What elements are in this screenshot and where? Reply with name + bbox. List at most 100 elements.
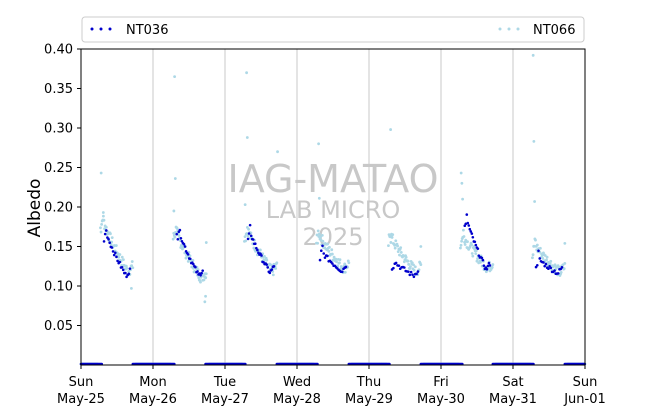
point <box>204 276 208 280</box>
legend-dot <box>90 27 94 31</box>
point <box>392 266 395 270</box>
point <box>469 230 473 233</box>
point <box>460 239 464 243</box>
point <box>188 257 192 261</box>
point <box>255 246 258 250</box>
x-tick-date-4: May-29 <box>345 392 393 407</box>
y-tick-label-1: 0.10 <box>44 280 73 295</box>
point <box>466 221 470 225</box>
y-tick-label-3: 0.20 <box>44 201 73 216</box>
x-tick-day-5: Fri <box>433 375 449 390</box>
x-tick-day-0: Sun <box>69 375 94 390</box>
point <box>177 234 181 237</box>
point <box>246 237 250 241</box>
point <box>258 248 262 252</box>
point <box>393 246 397 250</box>
point <box>322 252 326 255</box>
point <box>201 269 204 272</box>
point <box>556 272 560 275</box>
point <box>470 243 474 247</box>
point <box>463 243 467 246</box>
point <box>471 254 475 258</box>
point <box>249 234 253 238</box>
point-outlier <box>419 245 423 248</box>
y-tick-label-6: 0.35 <box>44 82 73 97</box>
point <box>332 255 336 259</box>
x-tick-date-3: May-28 <box>273 392 321 407</box>
point <box>186 253 190 256</box>
point <box>326 242 330 246</box>
point <box>562 267 566 271</box>
point <box>175 232 179 236</box>
point <box>538 257 542 260</box>
point <box>334 257 338 261</box>
point <box>335 260 338 264</box>
point <box>100 222 104 226</box>
point <box>549 259 553 263</box>
point <box>343 270 347 274</box>
point <box>338 261 341 265</box>
point <box>344 265 348 269</box>
point <box>548 262 552 266</box>
point <box>328 245 331 249</box>
point <box>399 246 403 249</box>
point <box>394 239 398 243</box>
point <box>173 235 177 239</box>
point <box>191 258 195 262</box>
point <box>480 256 484 260</box>
point <box>112 253 116 257</box>
point <box>403 266 406 269</box>
point <box>396 244 400 248</box>
point <box>320 233 324 237</box>
point-outlier <box>99 171 103 175</box>
point <box>130 264 134 268</box>
point <box>110 236 114 240</box>
point <box>553 263 557 267</box>
point <box>114 251 117 255</box>
point <box>109 232 112 236</box>
point <box>247 232 251 235</box>
point <box>459 246 462 250</box>
x-tick-date-1: May-26 <box>129 392 177 407</box>
point <box>491 263 495 266</box>
point <box>196 270 199 273</box>
point <box>202 278 206 282</box>
point <box>263 254 266 258</box>
point <box>321 239 325 243</box>
point <box>407 262 411 266</box>
point <box>488 264 492 267</box>
point <box>102 218 106 222</box>
point <box>408 273 412 277</box>
point <box>490 265 494 269</box>
y-tick-label-5: 0.30 <box>44 122 73 137</box>
point <box>128 267 132 270</box>
point <box>399 250 403 254</box>
point <box>327 249 331 253</box>
point <box>409 265 412 269</box>
point <box>470 252 474 255</box>
point <box>394 261 398 265</box>
point <box>338 258 342 262</box>
point <box>104 229 108 232</box>
point <box>127 270 131 273</box>
point-outlier <box>172 209 176 213</box>
x-tick-date-6: May-31 <box>489 392 537 407</box>
point <box>243 235 247 238</box>
point <box>171 237 175 241</box>
point-outlier <box>563 241 567 245</box>
point <box>538 246 542 250</box>
point <box>99 230 103 234</box>
point <box>398 253 401 257</box>
point <box>116 259 119 263</box>
point <box>531 253 535 257</box>
point-outlier <box>243 203 247 207</box>
point <box>114 244 118 247</box>
point <box>260 254 263 257</box>
point <box>182 242 186 246</box>
point <box>194 265 197 269</box>
point-outlier <box>276 150 279 154</box>
point <box>419 263 423 266</box>
point <box>331 262 334 265</box>
point <box>275 261 279 265</box>
